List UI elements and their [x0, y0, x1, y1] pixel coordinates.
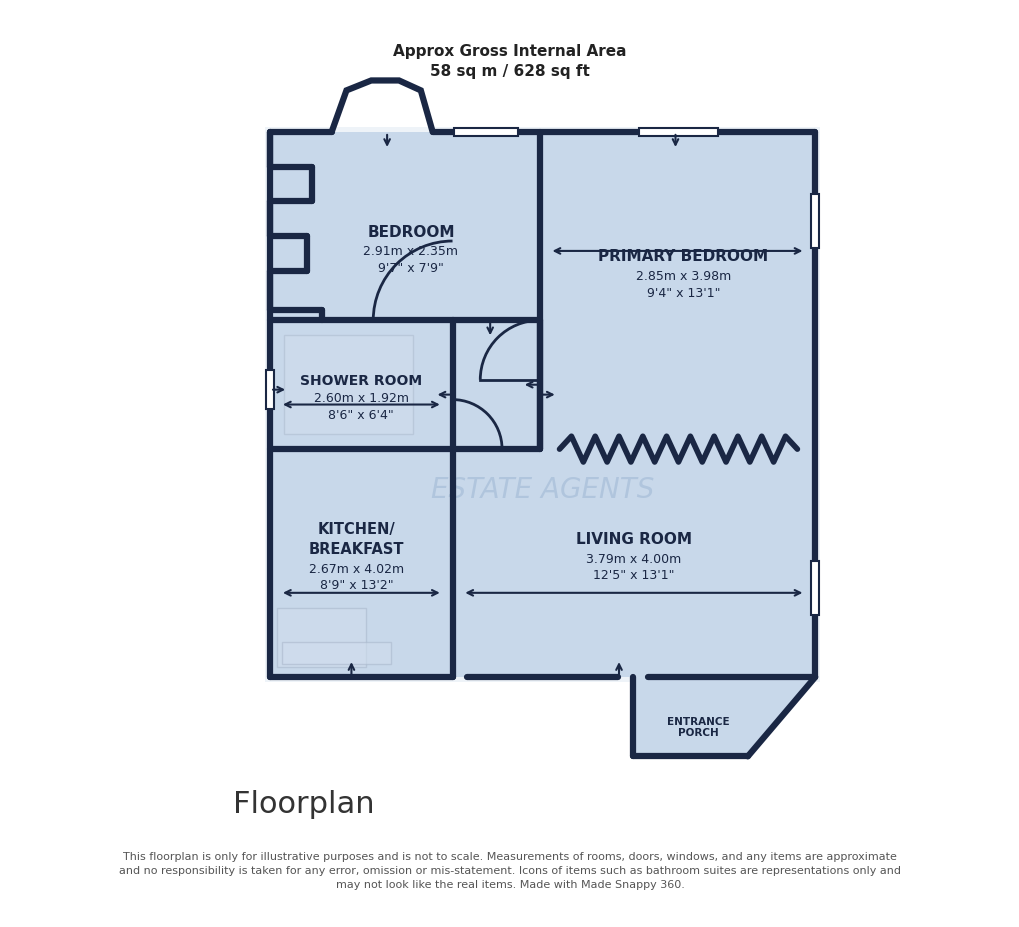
- Text: BREAKFAST: BREAKFAST: [309, 541, 404, 556]
- Text: KITCHEN/: KITCHEN/: [317, 521, 395, 537]
- Text: SHOWER ROOM: SHOWER ROOM: [300, 374, 422, 387]
- Polygon shape: [270, 133, 814, 678]
- Text: Floorplan: Floorplan: [232, 790, 374, 819]
- Text: 3.79m x 4.00m: 3.79m x 4.00m: [586, 552, 681, 565]
- Text: PRIMARY BEDROOM: PRIMARY BEDROOM: [598, 249, 767, 264]
- Bar: [265, 128, 819, 682]
- Text: ENTRANCE
PORCH: ENTRANCE PORCH: [666, 716, 729, 738]
- Text: 9'4" x 13'1": 9'4" x 13'1": [646, 286, 719, 299]
- Text: 9'7" x 7'9": 9'7" x 7'9": [378, 262, 443, 275]
- Text: 58 sq m / 628 sq ft: 58 sq m / 628 sq ft: [430, 64, 589, 79]
- Text: 2.91m x 2.35m: 2.91m x 2.35m: [363, 245, 458, 258]
- Text: 2.85m x 3.98m: 2.85m x 3.98m: [635, 270, 731, 283]
- Bar: [453, 129, 518, 137]
- Text: ESTATE AGENTS: ESTATE AGENTS: [431, 476, 654, 503]
- Text: BEDROOM: BEDROOM: [367, 224, 454, 239]
- Text: 8'6" x 6'4": 8'6" x 6'4": [328, 409, 393, 422]
- Text: Approx Gross Internal Area: Approx Gross Internal Area: [393, 44, 626, 59]
- Text: 2.60m x 1.92m: 2.60m x 1.92m: [314, 392, 409, 405]
- Text: 2.67m x 4.02m: 2.67m x 4.02m: [309, 562, 404, 575]
- Bar: [266, 371, 274, 410]
- Bar: [277, 608, 366, 667]
- Text: 12'5" x 13'1": 12'5" x 13'1": [592, 569, 674, 582]
- Bar: [638, 129, 717, 137]
- Text: LIVING ROOM: LIVING ROOM: [576, 531, 691, 546]
- Text: This floorplan is only for illustrative purposes and is not to scale. Measuremen: This floorplan is only for illustrative …: [119, 851, 900, 889]
- Bar: [810, 195, 818, 249]
- Text: 8'9" x 13'2": 8'9" x 13'2": [319, 578, 392, 591]
- Bar: [270, 133, 814, 678]
- Bar: [283, 336, 413, 435]
- Bar: [282, 642, 390, 665]
- Bar: [810, 561, 818, 616]
- Polygon shape: [632, 678, 814, 756]
